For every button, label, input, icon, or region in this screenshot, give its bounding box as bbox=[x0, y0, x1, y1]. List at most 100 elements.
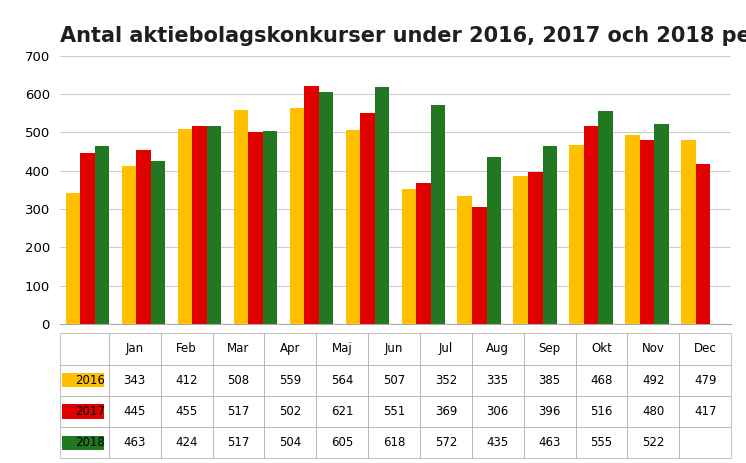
Bar bbox=[374, 87, 389, 324]
Bar bbox=[81, 153, 95, 324]
Bar bbox=[304, 86, 319, 324]
Text: 2018: 2018 bbox=[75, 436, 105, 449]
Bar bbox=[60, 365, 109, 396]
Bar bbox=[264, 365, 316, 396]
Bar bbox=[264, 396, 316, 427]
Bar bbox=[679, 333, 731, 365]
Text: 559: 559 bbox=[279, 374, 301, 387]
Bar bbox=[528, 172, 542, 324]
Text: 516: 516 bbox=[590, 405, 612, 418]
Text: 424: 424 bbox=[175, 436, 198, 449]
Text: 479: 479 bbox=[694, 374, 716, 387]
Bar bbox=[627, 427, 679, 458]
Bar bbox=[679, 427, 731, 458]
Bar bbox=[420, 333, 471, 365]
Bar bbox=[640, 140, 654, 324]
Bar bbox=[62, 436, 104, 450]
Bar bbox=[316, 333, 368, 365]
Bar bbox=[420, 365, 471, 396]
Text: 555: 555 bbox=[590, 436, 612, 449]
Bar bbox=[416, 182, 430, 324]
Bar bbox=[598, 111, 613, 324]
Text: 369: 369 bbox=[435, 405, 457, 418]
Bar bbox=[345, 130, 360, 324]
Bar bbox=[627, 396, 679, 427]
Bar bbox=[472, 206, 486, 324]
Bar bbox=[524, 427, 575, 458]
Text: Aug: Aug bbox=[486, 343, 510, 356]
Bar bbox=[681, 140, 696, 324]
Text: 480: 480 bbox=[642, 405, 665, 418]
Text: Maj: Maj bbox=[332, 343, 353, 356]
Bar bbox=[575, 427, 627, 458]
Bar bbox=[368, 365, 420, 396]
Text: 564: 564 bbox=[331, 374, 354, 387]
Bar bbox=[62, 373, 104, 387]
Text: Dec: Dec bbox=[694, 343, 716, 356]
Text: 618: 618 bbox=[383, 436, 405, 449]
Bar bbox=[471, 396, 524, 427]
Bar bbox=[368, 333, 420, 365]
Text: 435: 435 bbox=[486, 436, 509, 449]
Text: 2016: 2016 bbox=[75, 374, 105, 387]
Bar bbox=[360, 113, 374, 324]
Text: 306: 306 bbox=[486, 405, 509, 418]
Text: 517: 517 bbox=[228, 405, 250, 418]
Text: 517: 517 bbox=[228, 436, 250, 449]
Bar bbox=[679, 365, 731, 396]
Bar bbox=[625, 135, 640, 324]
Text: 352: 352 bbox=[435, 374, 457, 387]
Bar bbox=[289, 108, 304, 324]
Bar bbox=[263, 131, 278, 324]
Text: 412: 412 bbox=[175, 374, 198, 387]
Bar bbox=[654, 124, 669, 324]
Text: Jan: Jan bbox=[125, 343, 144, 356]
Bar bbox=[213, 396, 264, 427]
Text: 507: 507 bbox=[383, 374, 405, 387]
Text: 455: 455 bbox=[175, 405, 198, 418]
Text: 463: 463 bbox=[539, 436, 561, 449]
Bar bbox=[137, 150, 151, 324]
Bar bbox=[368, 427, 420, 458]
Text: 385: 385 bbox=[539, 374, 561, 387]
Bar bbox=[575, 333, 627, 365]
Bar bbox=[213, 427, 264, 458]
Bar bbox=[207, 126, 222, 324]
Text: Okt: Okt bbox=[591, 343, 612, 356]
Bar bbox=[420, 427, 471, 458]
Text: 508: 508 bbox=[228, 374, 249, 387]
Bar bbox=[60, 396, 109, 427]
Text: 463: 463 bbox=[124, 436, 146, 449]
Bar bbox=[122, 166, 137, 324]
Bar bbox=[62, 405, 104, 419]
Bar bbox=[160, 427, 213, 458]
Bar bbox=[60, 427, 109, 458]
Bar bbox=[486, 157, 501, 324]
Bar bbox=[575, 396, 627, 427]
Text: Antal aktiebolagskonkurser under 2016, 2017 och 2018 per månad: Antal aktiebolagskonkurser under 2016, 2… bbox=[60, 22, 746, 46]
Text: 502: 502 bbox=[279, 405, 301, 418]
Text: Sep: Sep bbox=[539, 343, 561, 356]
Bar bbox=[213, 365, 264, 396]
Text: Apr: Apr bbox=[280, 343, 301, 356]
Bar bbox=[401, 189, 416, 324]
Bar bbox=[192, 126, 207, 324]
Bar bbox=[457, 195, 472, 324]
Text: 417: 417 bbox=[694, 405, 716, 418]
Bar bbox=[542, 146, 557, 324]
Text: 445: 445 bbox=[124, 405, 146, 418]
Text: 492: 492 bbox=[642, 374, 665, 387]
Bar bbox=[524, 333, 575, 365]
Bar bbox=[95, 146, 110, 324]
Bar bbox=[109, 427, 160, 458]
Bar bbox=[316, 365, 368, 396]
Text: 343: 343 bbox=[124, 374, 146, 387]
Bar bbox=[160, 333, 213, 365]
Bar bbox=[524, 365, 575, 396]
Bar bbox=[584, 126, 598, 324]
Bar bbox=[679, 396, 731, 427]
Bar bbox=[60, 333, 109, 365]
Bar bbox=[151, 162, 166, 324]
Bar bbox=[569, 144, 584, 324]
Text: Feb: Feb bbox=[176, 343, 197, 356]
